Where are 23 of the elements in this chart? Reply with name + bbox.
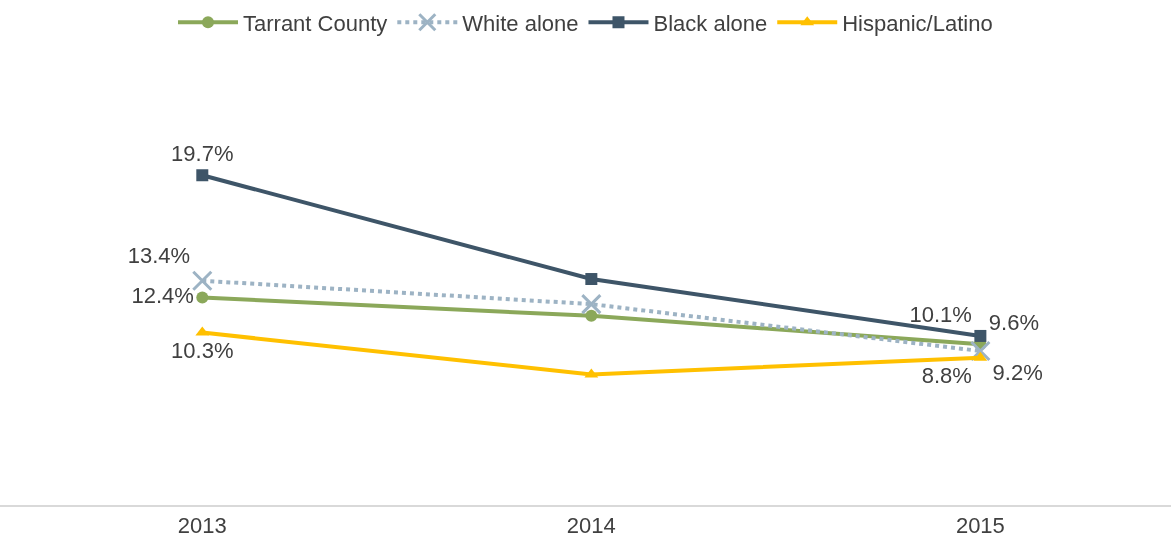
data-label: 9.2%: [992, 359, 1043, 385]
data-label: 19.7%: [171, 141, 234, 167]
data-label: 10.3%: [171, 337, 234, 363]
point: [191, 270, 213, 292]
legend-label: White alone: [462, 10, 579, 36]
point: [196, 169, 209, 182]
point: [196, 291, 209, 304]
data-label: 9.6%: [988, 310, 1040, 336]
x-tick-label: 2014: [566, 512, 616, 538]
data-label: 10.1%: [909, 301, 972, 327]
data-label: 8.8%: [921, 362, 972, 388]
x-tick-label: 2015: [955, 512, 1005, 538]
x-tick-label: 2013: [177, 512, 227, 538]
point: [580, 293, 602, 315]
point: [585, 273, 598, 286]
point: [585, 309, 598, 322]
data-label: 12.4%: [131, 282, 194, 308]
data-label: 13.4%: [127, 242, 191, 268]
legend-label: Black alone: [653, 10, 768, 36]
legend-label: Hispanic/Latino: [842, 10, 993, 36]
point: [969, 340, 991, 362]
legend-label: Tarrant County: [243, 10, 388, 36]
point: [974, 329, 987, 342]
